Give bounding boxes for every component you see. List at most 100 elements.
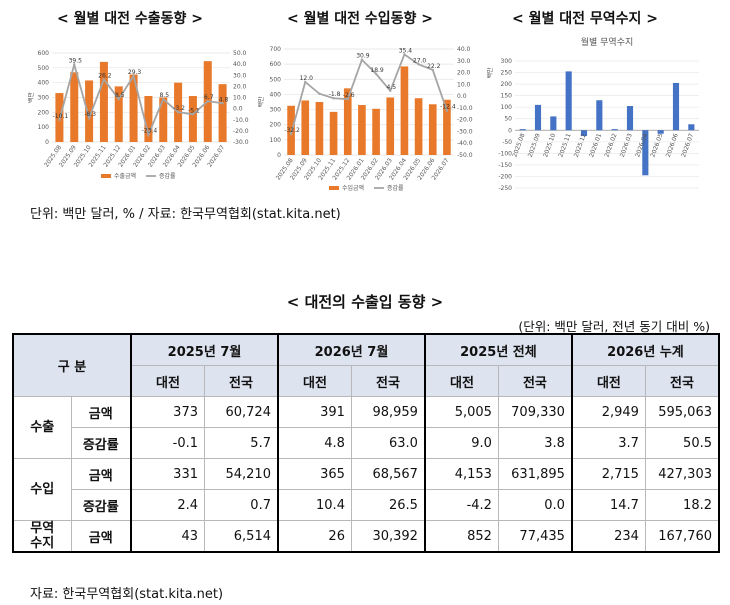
x-tick-label: 2026.01 (588, 132, 603, 158)
y2-tick-label: 40.0 (457, 46, 471, 53)
trade-chart-title: < 월별 대전 무역수지 > (512, 11, 658, 27)
sub-header: 전국 (644, 365, 720, 397)
bar (218, 84, 227, 142)
data-label: -3.2 (173, 105, 185, 112)
y2-tick-label: 10.0 (457, 81, 471, 88)
table-row: 증감률 -0.1 5.7 4.8 63.0 9.0 3.8 3.7 50.5 (13, 427, 720, 459)
table-unit: (단위: 백만 달러, 전년 동기 대비 %) (518, 319, 710, 334)
y-tick-label: -250 (498, 185, 512, 192)
bar (114, 86, 123, 142)
bar (188, 96, 197, 142)
data-label: 39.5 (69, 58, 83, 65)
y2-tick-label: -20.0 (457, 117, 473, 124)
data-label: 29.3 (128, 69, 142, 76)
bar (358, 105, 366, 155)
x-tick-label: 2025.12 (573, 132, 588, 158)
table-cell: 373 (130, 396, 206, 428)
data-label: -32.2 (284, 127, 300, 134)
table-cell: 3.8 (497, 427, 573, 459)
line-point (332, 97, 335, 100)
row-label: 금액 (70, 458, 132, 490)
line-point (221, 102, 224, 105)
table-cell: 54,210 (203, 458, 279, 490)
sub-header: 대전 (423, 365, 499, 397)
table-cell: 2.4 (130, 489, 206, 521)
import-chart-svg: 700 600 500 400 300 200 100 0 40.0 30.0 20.0 10.0 0.… (258, 46, 473, 192)
bar (129, 74, 138, 142)
y-tick-label: 500 (270, 76, 282, 83)
trade-table: 구 분 2025년 7월 2026년 7월 2025년 전체 2026년 누계 … (11, 333, 721, 553)
y-tick-label: -50 (502, 139, 512, 146)
line-point (289, 132, 293, 136)
table-source: 자료: 한국무역협회(stat.kita.net) (30, 587, 224, 602)
legend-swatch (329, 186, 339, 190)
table-cell: 43 (130, 520, 206, 553)
y-tick-label: 0 (508, 127, 512, 134)
y-tick-label: 500 (38, 65, 50, 72)
y-tick-label: -150 (498, 162, 512, 169)
table-cell: -0.1 (130, 427, 206, 459)
bar (70, 72, 79, 142)
y2-tick-label: 30.0 (233, 72, 247, 79)
trade-chart-svg: 월별 무역수지 300 250 200 150 100 50 0 -50 -100 -150 -200… (487, 36, 699, 192)
y-tick-label: 300 (501, 58, 513, 65)
bar (99, 61, 108, 142)
row-category: 무역 수지 (12, 520, 72, 553)
row-category: 수출 (12, 396, 72, 459)
table-cell: 18.2 (644, 489, 720, 521)
data-label: -1.8 (329, 91, 341, 98)
legend-label: 증감률 (159, 173, 176, 180)
row-label: 금액 (70, 396, 132, 428)
bar (611, 129, 618, 131)
y2-tick-label: 40.0 (233, 61, 247, 68)
table-cell: 234 (570, 520, 646, 553)
bar (159, 97, 168, 142)
row-category: 수입 (12, 458, 72, 521)
y2-tick-label: 0.0 (233, 106, 243, 113)
table-cell: 77,435 (497, 520, 573, 553)
line-point (132, 74, 135, 78)
bar (301, 100, 310, 155)
line-point (431, 68, 434, 72)
y-tick-label: 0 (45, 139, 49, 146)
data-label: 4.5 (386, 84, 396, 91)
table-cell: 631,895 (497, 458, 573, 490)
line-point (304, 80, 307, 84)
line-point (360, 58, 364, 61)
y-tick-label: -200 (498, 173, 512, 180)
sub-header: 대전 (130, 365, 206, 397)
table-header-row: 구 분 2025년 7월 2026년 7월 2025년 전체 2026년 누계 (11, 333, 721, 397)
y2-tick-label: -30.0 (457, 128, 473, 135)
bar (534, 104, 542, 131)
line-point (162, 97, 165, 101)
line-point (346, 97, 349, 101)
y-tick-label: 200 (501, 81, 513, 88)
table-row: 무역 수지 금액 43 6,514 26 30,392 852 77,435 234 167,76… (12, 520, 720, 553)
table-cell: 5.7 (203, 427, 279, 459)
bar (428, 104, 437, 155)
table-cell: 595,063 (644, 396, 720, 428)
data-label: -23.4 (142, 128, 158, 135)
y2-tick-label: 20.0 (233, 83, 247, 90)
table-subheader-row: 대전 전국 대전 전국 대전 전국 대전 전국 (13, 365, 720, 397)
bar (626, 106, 634, 131)
y2-tick-label: -10.0 (233, 117, 249, 124)
row-label: 증감률 (70, 427, 132, 459)
table-cell: 26.5 (350, 489, 426, 521)
y-tick-label: 150 (501, 93, 513, 100)
y-tick-label: 700 (270, 46, 282, 53)
export-chart: 600 500 400 300 200 100 0 50.0 40.0 30.0 20.0 10.0 0… (28, 45, 253, 185)
bar (144, 96, 153, 142)
sub-header: 대전 (276, 365, 352, 397)
table-cell: 30,392 (350, 520, 426, 553)
bar (642, 130, 649, 176)
table-body: 수출 금액 373 60,724 391 98,959 5,005 709,330 2,949 5… (12, 396, 720, 553)
sub-header: 전국 (497, 365, 573, 397)
y2-tick-label: 20.0 (457, 70, 471, 77)
y-tick-label: 250 (501, 70, 513, 77)
table-cell: 6,514 (203, 520, 279, 553)
sub-header: 전국 (350, 365, 426, 397)
bar (414, 98, 423, 155)
data-label: 30.9 (356, 53, 370, 60)
legend-swatch (101, 174, 111, 178)
